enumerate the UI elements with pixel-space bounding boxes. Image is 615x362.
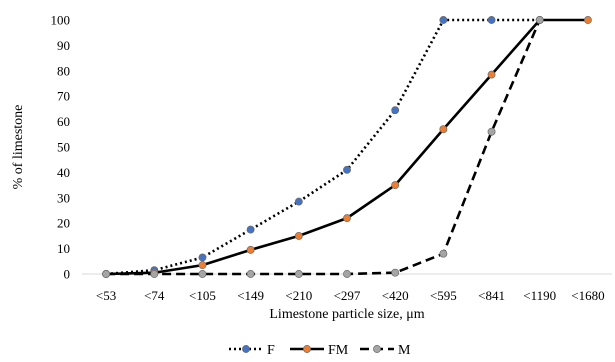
y-tick-label: 70 <box>57 89 70 104</box>
data-point-m <box>198 270 207 278</box>
y-axis-ticks: 0 10 20 30 40 50 60 70 80 90 100 <box>51 13 71 282</box>
data-point-f <box>439 16 448 24</box>
legend-label-m: M <box>398 343 411 358</box>
legend-label-fm: FM <box>328 343 349 358</box>
x-tick-label: <1680 <box>571 288 604 303</box>
data-point-fm <box>343 214 351 223</box>
y-tick-label: 0 <box>64 267 71 282</box>
legend-label-f: F <box>267 343 275 358</box>
data-point-fm <box>246 245 255 254</box>
data-point-m <box>102 270 111 278</box>
data-point-m <box>294 270 303 278</box>
y-tick-label: 100 <box>51 13 71 28</box>
y-tick-label: 40 <box>57 165 70 180</box>
x-tick-label: <53 <box>96 288 116 303</box>
legend-marker-m <box>373 345 381 353</box>
data-point-m <box>439 249 448 258</box>
x-axis-ticks: <53 <74 <105 <149 <210 <297 <420 <595 <841 <1190 <… <box>96 288 605 303</box>
data-point-m <box>535 16 544 24</box>
x-tick-label: <297 <box>334 288 361 303</box>
legend-marker-fm <box>303 345 311 353</box>
x-tick-label: <420 <box>382 288 409 303</box>
series-line-m <box>106 19 541 276</box>
y-tick-label: 80 <box>57 63 70 78</box>
x-axis-title: Limestone particle size, μm <box>269 307 424 322</box>
data-point-f <box>391 106 400 115</box>
data-point-fm <box>487 70 496 79</box>
data-point-m <box>343 270 351 278</box>
x-tick-label: <210 <box>285 288 312 303</box>
y-tick-label: 30 <box>57 190 70 205</box>
x-tick-label: <1190 <box>523 288 556 303</box>
data-point-f <box>198 253 207 262</box>
x-tick-label: <595 <box>430 288 457 303</box>
x-tick-label: <105 <box>189 288 216 303</box>
x-tick-label: <841 <box>478 288 505 303</box>
y-tick-label: 10 <box>57 241 70 256</box>
series-layer <box>102 16 592 278</box>
y-axis-title: % of limestone <box>11 105 26 190</box>
data-point-m <box>391 268 400 277</box>
x-tick-label: <74 <box>144 288 165 303</box>
data-point-fm <box>439 125 448 134</box>
data-point-fm <box>391 181 400 190</box>
y-tick-label: 50 <box>57 140 70 155</box>
y-tick-label: 60 <box>57 114 70 129</box>
data-point-fm <box>583 16 592 24</box>
data-point-fm <box>198 261 207 270</box>
data-point-m <box>487 127 496 136</box>
y-tick-label: 90 <box>57 38 70 53</box>
data-point-f <box>487 16 496 24</box>
data-point-f <box>343 165 351 174</box>
data-point-f <box>294 197 303 206</box>
legend: F FM M <box>229 343 411 358</box>
data-point-m <box>246 270 255 278</box>
legend-marker-f <box>242 345 250 353</box>
series-line-fm <box>106 18 588 276</box>
y-tick-label: 20 <box>57 216 70 231</box>
data-point-f <box>246 225 255 234</box>
data-point-fm <box>294 231 303 240</box>
x-tick-label: <149 <box>237 288 264 303</box>
series-line-f <box>105 18 540 276</box>
data-point-m <box>150 270 159 278</box>
